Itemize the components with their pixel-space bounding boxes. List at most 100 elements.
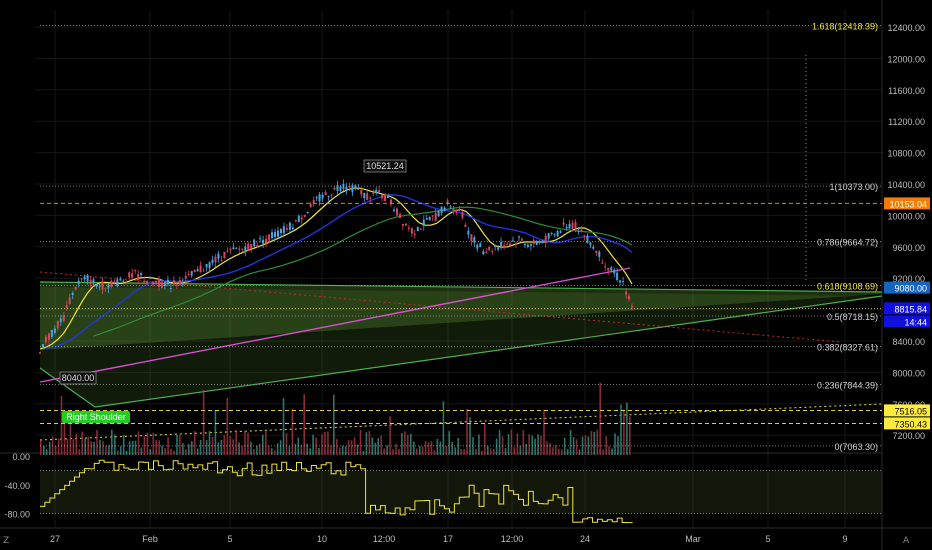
volume-bar bbox=[566, 449, 569, 455]
candle-body bbox=[479, 243, 482, 247]
candle-body bbox=[416, 227, 419, 232]
candle-body bbox=[369, 197, 372, 199]
volume-bar bbox=[516, 433, 519, 455]
candle-body bbox=[181, 282, 184, 285]
candle-body bbox=[223, 251, 226, 258]
candle-body bbox=[351, 185, 354, 193]
volume-bar bbox=[614, 433, 616, 455]
volume-bar bbox=[507, 434, 510, 455]
volume-bar bbox=[415, 448, 418, 455]
candle-body bbox=[232, 247, 235, 250]
volume-bar bbox=[306, 443, 308, 455]
candle-body bbox=[241, 248, 244, 250]
candle-body bbox=[473, 237, 476, 243]
volume-bar bbox=[611, 448, 613, 455]
volume-bar bbox=[629, 416, 631, 455]
volume-bar bbox=[96, 430, 98, 455]
volume-bar bbox=[45, 449, 48, 455]
volume-bar bbox=[247, 432, 249, 455]
candle-body bbox=[571, 223, 574, 229]
price-tick: 9600.00 bbox=[892, 243, 925, 253]
volume-bar bbox=[84, 437, 86, 455]
candle-body bbox=[443, 207, 446, 211]
candle-body bbox=[202, 270, 205, 272]
candle-body bbox=[583, 235, 586, 237]
candle-body bbox=[488, 246, 491, 250]
candle-body bbox=[268, 234, 271, 241]
volume-bar bbox=[605, 436, 607, 455]
time-axis[interactable]: 27 Feb 5 10 12:00 17 12:00 24 Mar 5 9 bbox=[50, 534, 848, 544]
candle-body bbox=[303, 215, 306, 217]
volume-bar bbox=[182, 443, 184, 455]
candle-body bbox=[42, 344, 44, 347]
volume-bar bbox=[208, 430, 211, 455]
candle-body bbox=[312, 200, 315, 204]
volume-bar bbox=[525, 444, 527, 455]
candle-body bbox=[595, 250, 598, 254]
fib-label: 0.5(8718.15) bbox=[827, 312, 878, 322]
volume-bar bbox=[344, 446, 347, 455]
volume-bar bbox=[623, 409, 625, 455]
candle-body bbox=[336, 185, 339, 191]
volume-bar bbox=[442, 401, 445, 455]
price-tick: 8400.00 bbox=[892, 337, 925, 347]
candle-body bbox=[541, 240, 544, 243]
volume-bar bbox=[90, 441, 92, 455]
volume-bar bbox=[105, 445, 107, 455]
candle-body bbox=[309, 203, 312, 207]
oscillator-tick: -80.00 bbox=[4, 510, 30, 520]
candle-body bbox=[425, 218, 428, 220]
volume-bar bbox=[572, 437, 575, 455]
candle-body bbox=[601, 262, 604, 264]
candle-body bbox=[205, 264, 208, 268]
volume-bar bbox=[584, 435, 587, 455]
volume-bar bbox=[365, 432, 368, 455]
volume-bar bbox=[587, 436, 590, 455]
volume-bar bbox=[466, 409, 468, 455]
volume-bar bbox=[279, 440, 282, 455]
volume-bar bbox=[534, 438, 536, 455]
volume-bar bbox=[226, 397, 229, 455]
candle-body bbox=[580, 229, 583, 231]
volume-bar bbox=[608, 446, 610, 455]
volume-bar bbox=[262, 434, 264, 455]
candle-body bbox=[586, 235, 589, 243]
price-tick: 11600.00 bbox=[888, 86, 925, 96]
volume-bar bbox=[170, 448, 172, 455]
candle-body bbox=[556, 231, 559, 237]
candle-body bbox=[509, 243, 511, 246]
volume-bar bbox=[593, 431, 596, 455]
volume-bar bbox=[445, 446, 448, 455]
annotations: 10521.24 8040.00 Right Shoulder bbox=[59, 159, 407, 423]
candle-body bbox=[529, 244, 532, 246]
candle-body bbox=[333, 188, 336, 190]
volume-bar bbox=[185, 449, 187, 455]
volume-bar bbox=[69, 411, 72, 455]
volume-bar bbox=[40, 440, 42, 455]
bottom-right-button[interactable]: A bbox=[903, 536, 910, 546]
candle-body bbox=[384, 194, 387, 202]
candle-body bbox=[324, 192, 327, 195]
candle-body bbox=[149, 276, 152, 278]
volume-bar bbox=[350, 440, 353, 455]
candle-body bbox=[476, 244, 479, 249]
price-tick: 10800.00 bbox=[887, 149, 925, 159]
bottom-left-button[interactable]: Z bbox=[3, 536, 10, 546]
candle-body bbox=[354, 185, 357, 189]
price-tag: 7516.05 bbox=[894, 406, 927, 416]
candle-body bbox=[372, 192, 375, 194]
candle-body bbox=[98, 286, 101, 288]
candle-body bbox=[53, 328, 56, 333]
volume-bar bbox=[244, 431, 246, 455]
candle-body bbox=[178, 280, 181, 285]
volume-bar bbox=[528, 434, 530, 455]
volume-bar bbox=[256, 445, 258, 455]
candle-body bbox=[437, 210, 440, 217]
candles bbox=[39, 179, 633, 355]
candle-body bbox=[155, 281, 157, 283]
volume-bar bbox=[563, 438, 566, 455]
volume-bar bbox=[66, 438, 69, 455]
